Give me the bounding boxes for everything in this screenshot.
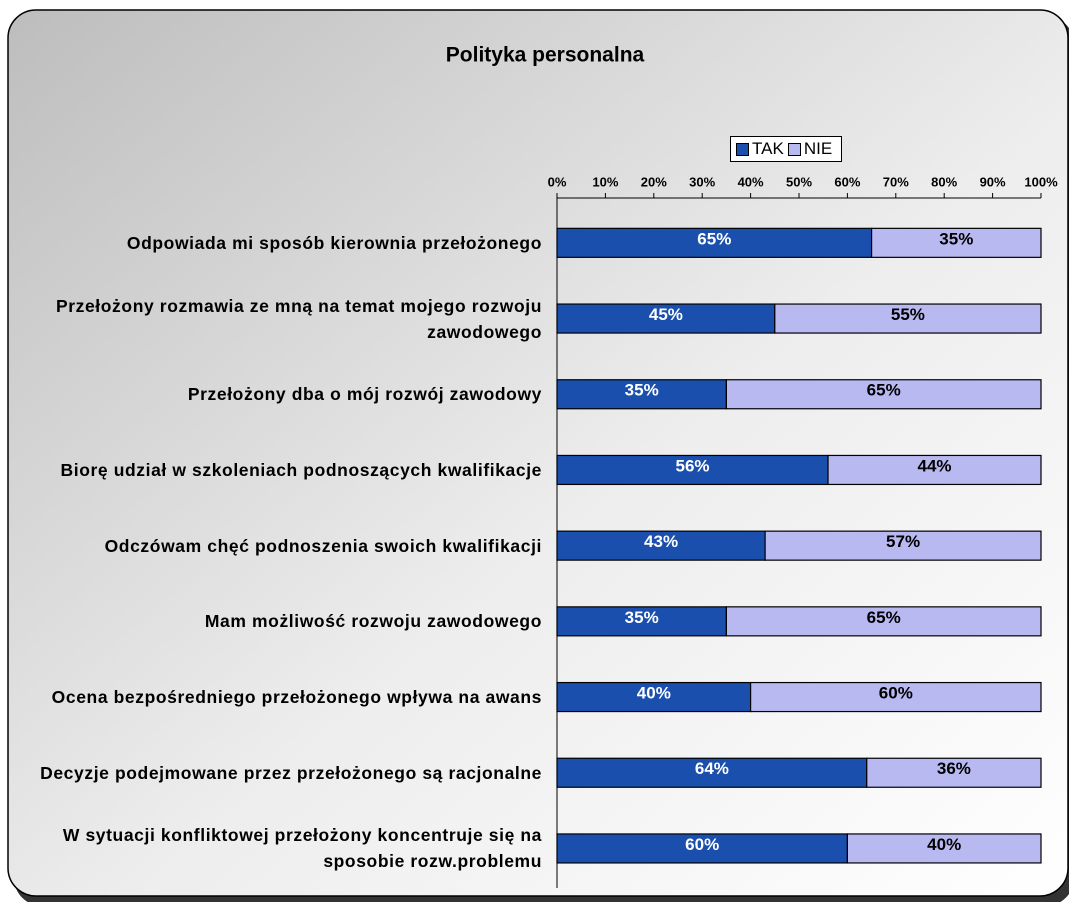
bar-segment bbox=[846, 833, 1042, 864]
bar-segment bbox=[866, 757, 1042, 788]
bar-segment bbox=[556, 833, 848, 864]
x-tick-label: 50% bbox=[786, 174, 812, 189]
data-label: 35% bbox=[625, 381, 659, 400]
data-label: 44% bbox=[918, 456, 952, 475]
data-label: 57% bbox=[886, 532, 920, 551]
category-label: Decyzje podejmowane przez przełożonego s… bbox=[40, 762, 542, 783]
x-tick-label: 100% bbox=[1024, 174, 1058, 189]
bar-segment bbox=[870, 227, 1042, 258]
data-label: 60% bbox=[685, 835, 719, 854]
bar-segment bbox=[749, 681, 1042, 713]
data-label: 60% bbox=[879, 684, 913, 703]
data-label: 64% bbox=[695, 759, 729, 778]
bar-segment bbox=[827, 454, 1042, 486]
x-tick-label: 80% bbox=[931, 174, 957, 189]
bar-segment bbox=[556, 454, 829, 486]
bar-segment bbox=[556, 379, 727, 410]
category-label: Odpowiada mi sposób kierownia przełożone… bbox=[126, 232, 542, 253]
bar-segment bbox=[556, 757, 868, 788]
data-label: 65% bbox=[867, 381, 901, 400]
data-label: 45% bbox=[649, 305, 683, 324]
legend: TAK NIE bbox=[730, 136, 843, 162]
data-label: 55% bbox=[891, 305, 925, 324]
x-tick-label: 90% bbox=[980, 174, 1006, 189]
legend-label: TAK bbox=[752, 139, 784, 158]
x-tick-label: 0% bbox=[548, 174, 567, 189]
category-label: Przełożony dba o mój rozwój zawodowy bbox=[187, 384, 542, 405]
legend-item: TAK bbox=[736, 139, 784, 159]
chart-title: Polityka personalna bbox=[446, 44, 645, 67]
data-label: 40% bbox=[927, 835, 961, 854]
x-tick-label: 20% bbox=[641, 174, 667, 189]
data-label: 56% bbox=[676, 456, 710, 475]
bar-segment bbox=[556, 227, 873, 258]
x-tick-label: 70% bbox=[883, 174, 909, 189]
data-label: 36% bbox=[937, 759, 971, 778]
data-label: 35% bbox=[939, 229, 973, 248]
bar-segment bbox=[556, 530, 766, 561]
x-tick-label: 60% bbox=[834, 174, 860, 189]
data-label: 65% bbox=[867, 608, 901, 627]
category-label: Przełożony rozmawia ze mną na temat moje… bbox=[55, 295, 542, 342]
bar-segment bbox=[725, 379, 1042, 410]
bar-segment bbox=[556, 681, 752, 713]
data-label: 35% bbox=[625, 608, 659, 627]
legend-item: NIE bbox=[787, 139, 833, 159]
data-label: 40% bbox=[637, 684, 671, 703]
bar-segment bbox=[764, 530, 1042, 561]
legend-swatch bbox=[736, 142, 749, 156]
bar-segment bbox=[774, 303, 1042, 334]
bar-segment bbox=[725, 606, 1042, 637]
x-tick-label: 40% bbox=[738, 174, 764, 189]
category-label: Odczówam chęć podnoszenia swoich kwalifi… bbox=[104, 535, 542, 556]
x-tick-label: 30% bbox=[689, 174, 715, 189]
bar-segment bbox=[556, 303, 776, 334]
category-label: Biorę udział w szkoleniach podnoszących … bbox=[60, 459, 542, 480]
x-tick-label: 10% bbox=[592, 174, 618, 189]
category-label: Mam możliwość rozwoju zawodowego bbox=[204, 611, 542, 632]
legend-label: NIE bbox=[803, 139, 833, 158]
category-label: Ocena bezpośredniego przełożonego wpływa… bbox=[51, 687, 542, 708]
bar-segment bbox=[556, 606, 727, 637]
category-label: W sytuacji konfliktowej przełożony konce… bbox=[62, 825, 542, 872]
data-label: 65% bbox=[697, 229, 731, 248]
data-label: 43% bbox=[644, 532, 678, 551]
legend-swatch bbox=[787, 142, 801, 156]
